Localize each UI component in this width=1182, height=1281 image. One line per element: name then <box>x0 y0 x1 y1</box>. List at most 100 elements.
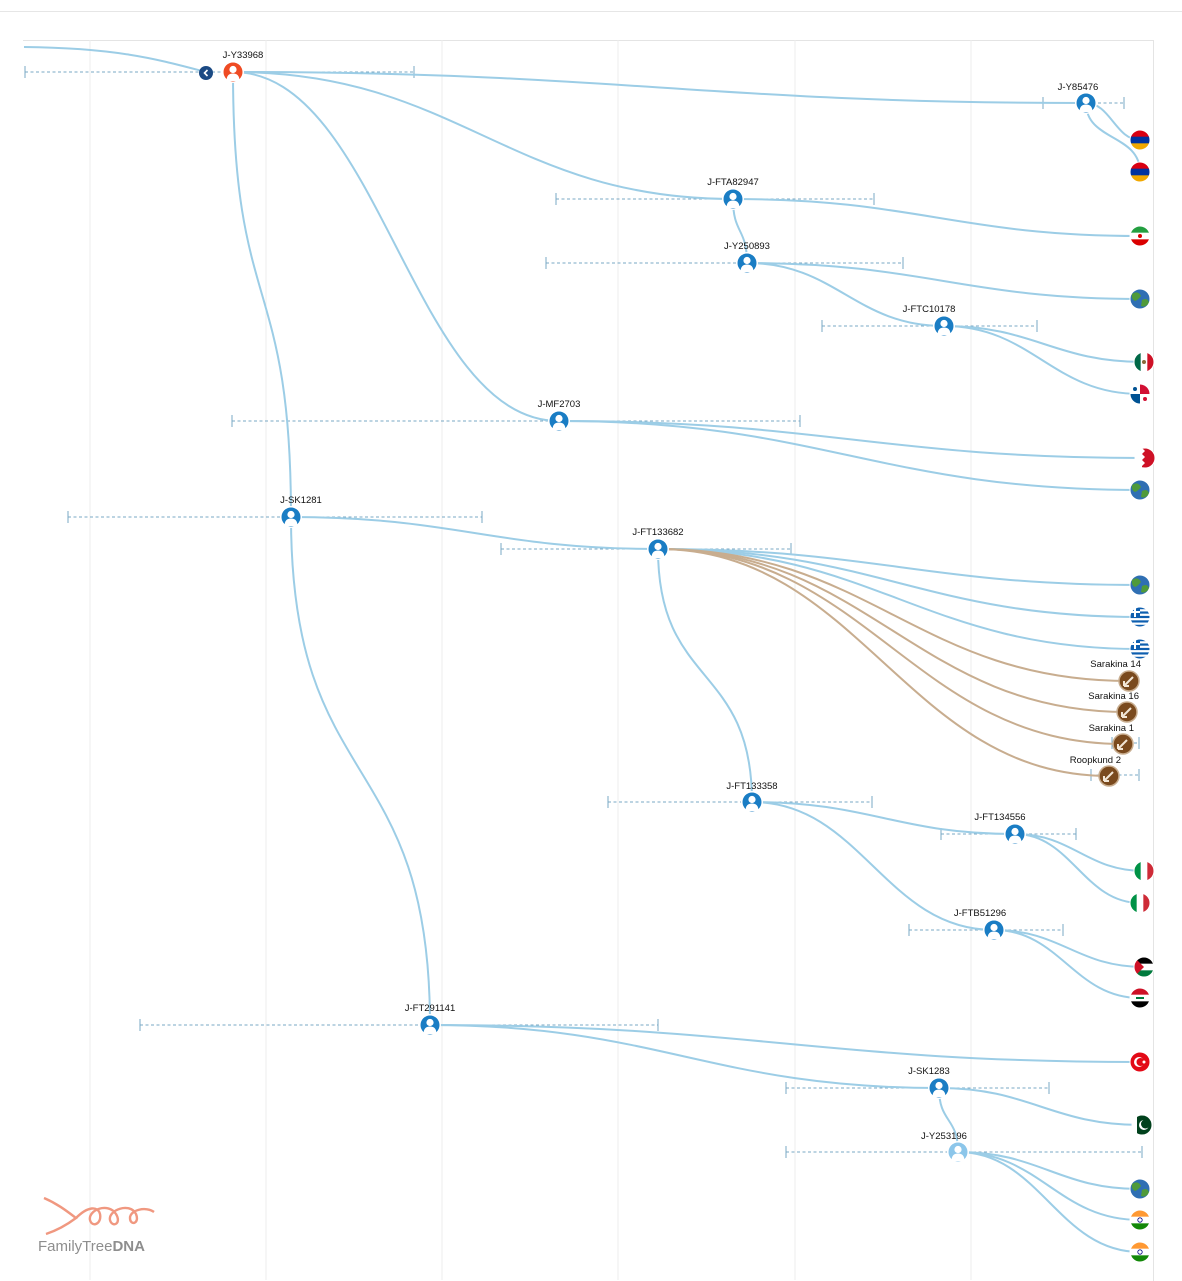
flag-rim <box>1131 1114 1153 1136</box>
flag-stripe <box>1130 1248 1150 1256</box>
branch-ft133682-ft133358 <box>657 548 753 803</box>
flag-rim <box>1129 129 1151 151</box>
flag-stripe <box>1134 963 1154 971</box>
node-fta82947[interactable] <box>722 188 744 210</box>
flag-rim <box>1129 479 1151 501</box>
tree-branches <box>23 46 1146 1253</box>
flag-stripe <box>1130 168 1150 176</box>
branch-sk1281-ft291141 <box>290 516 431 1026</box>
branch-to-leaf <box>993 929 1145 968</box>
armenia-flag-icon <box>1130 162 1150 182</box>
flag-rim <box>1129 288 1151 310</box>
tree-nodes <box>199 61 1140 1163</box>
bahrain-flag-icon <box>1135 448 1155 468</box>
branch-to-leaf <box>1014 833 1141 904</box>
label-j-ft133358: J-FT133358 <box>726 781 777 792</box>
familytreedna-logo-icon <box>43 1196 155 1236</box>
node-ft291141[interactable] <box>419 1014 441 1036</box>
node-sk1281[interactable] <box>280 506 302 528</box>
label-j-ftb51296: J-FTB51296 <box>954 908 1006 919</box>
branch-ft133358-ft134556 <box>751 801 1016 835</box>
iran-flag-icon <box>1130 226 1150 246</box>
branch-to-leaf <box>1085 102 1141 173</box>
italy-flag-icon <box>1134 861 1154 881</box>
flag-rim <box>1129 225 1151 247</box>
node-y250893[interactable] <box>736 252 758 274</box>
globe-icon <box>1130 1179 1150 1199</box>
ancient-dna-icon <box>1118 670 1140 692</box>
node-ft133358[interactable] <box>741 791 763 813</box>
node-labels: J-Y33968 J-Y85476 J-FTA82947 J-Y250893 J… <box>223 50 1141 1142</box>
branch-root-y85476 <box>232 71 1087 104</box>
tree-panel <box>23 40 1154 1281</box>
flag-stripe <box>1130 175 1150 182</box>
ancient-branch <box>657 548 1130 682</box>
armenia-flag-icon <box>1130 130 1150 150</box>
flag-rim <box>1129 1209 1151 1231</box>
flag-emblem <box>1138 234 1142 238</box>
flag-stripe <box>1140 861 1148 881</box>
flag-stripe <box>1130 1242 1150 1250</box>
label-j-fta82947: J-FTA82947 <box>707 177 759 188</box>
node-sk1283[interactable] <box>928 1077 950 1099</box>
ancient-dna-icon <box>1098 765 1120 787</box>
pakistan-flag-icon <box>1132 1115 1152 1135</box>
familytreedna-logo-text: FamilyTreeDNA <box>38 1238 145 1255</box>
top-divider <box>0 11 1182 12</box>
flag-rim <box>1129 892 1151 914</box>
branch-to-leaf <box>657 548 1141 618</box>
flag-emblem <box>1142 360 1146 364</box>
node-mf2703[interactable] <box>548 410 570 432</box>
flag-stripe <box>1130 1216 1150 1224</box>
label-j-y33968: J-Y33968 <box>223 50 264 61</box>
branch-to-leaf <box>558 420 1146 459</box>
panama-flag-icon <box>1130 384 1150 404</box>
flag-stripe <box>1130 1223 1150 1230</box>
label-j-y85476: J-Y85476 <box>1058 82 1099 93</box>
time-grid <box>89 40 972 1280</box>
collapse-chevron-icon[interactable] <box>199 66 213 80</box>
branch-to-leaf <box>746 262 1141 300</box>
branch-y250893-ftc10178 <box>746 262 945 327</box>
label-j-ft291141: J-FT291141 <box>405 1003 456 1014</box>
flag-stripe <box>1147 861 1154 881</box>
flag-stripe <box>1130 226 1150 234</box>
node-y85476[interactable] <box>1075 92 1097 114</box>
greece-flag-icon <box>1130 639 1150 659</box>
ancient-branch <box>657 548 1124 745</box>
label-j-y250893: J-Y250893 <box>724 241 770 252</box>
flag-rim <box>1129 638 1151 660</box>
flag-stripe <box>1130 136 1150 144</box>
branch-to-leaf <box>943 325 1141 395</box>
node-ftc10178[interactable] <box>933 315 955 337</box>
globe-icon <box>1130 289 1150 309</box>
flag-stripe <box>1130 1001 1150 1008</box>
ancient-branch <box>657 548 1110 777</box>
node-ft133682[interactable] <box>647 538 669 560</box>
flag-stripe <box>1130 1210 1150 1218</box>
branch-to-leaf <box>957 1151 1141 1221</box>
node-root[interactable] <box>222 61 244 83</box>
flag-rim <box>1134 447 1156 469</box>
node-y253196[interactable] <box>947 1141 969 1163</box>
flag-stripe <box>1130 143 1150 150</box>
trunk-line <box>23 46 207 73</box>
flag-stripe <box>1134 957 1154 965</box>
branch-root-fta82947 <box>232 71 734 200</box>
globe-icon <box>1130 575 1150 595</box>
flag-stripe <box>1130 988 1150 996</box>
ancient-dna-icon <box>1112 733 1134 755</box>
branch-to-leaf <box>938 1087 1143 1126</box>
india-flag-icon <box>1130 1210 1150 1230</box>
label-roopkund-2: Roopkund 2 <box>1070 755 1121 766</box>
branch-to-leaf <box>429 1024 1141 1063</box>
node-ftb51296[interactable] <box>983 919 1005 941</box>
flag-stripe <box>1130 1255 1150 1262</box>
ancient-branch <box>657 548 1128 713</box>
india-flag-icon <box>1130 1242 1150 1262</box>
label-sarakina-14: Sarakina 14 <box>1090 659 1141 670</box>
node-ft134556[interactable] <box>1004 823 1026 845</box>
branch-to-leaf <box>657 548 1141 650</box>
confidence-intervals <box>24 66 1143 1158</box>
flag-rim <box>1129 1241 1151 1263</box>
